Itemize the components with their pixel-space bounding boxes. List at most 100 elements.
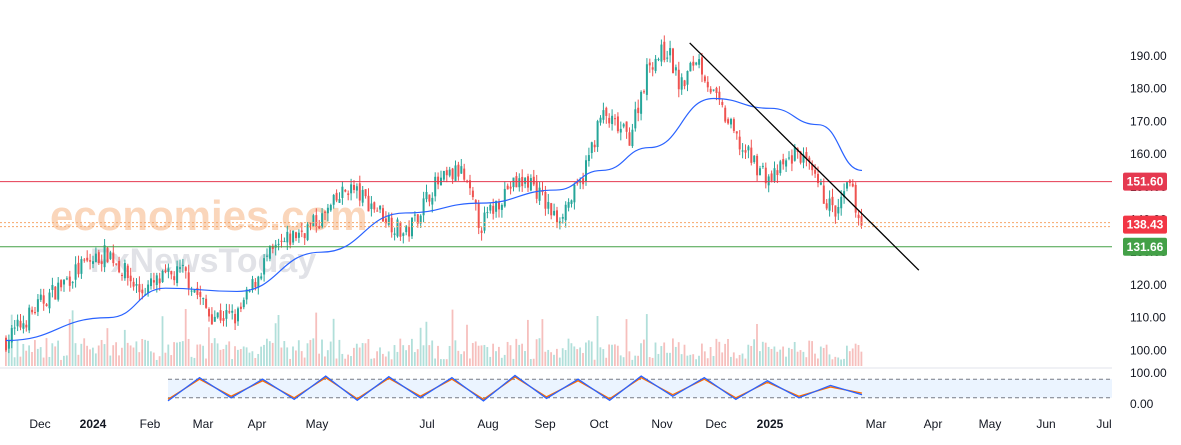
candle-body [170,271,173,275]
stoch-k-line [167,374,863,402]
candle-body [271,245,274,249]
volume-bar [31,351,33,366]
volume-bar [393,345,396,366]
candle-body [831,196,834,206]
x-tick-label: Jun [1036,417,1055,431]
candle-body [25,324,28,328]
volume-bar [309,339,312,366]
volume-bar [312,338,315,366]
volume-bar [63,355,65,366]
candle-body [596,121,599,148]
x-tick-label: May [979,417,1002,431]
candle-body [495,200,498,212]
candle-body [306,224,309,240]
candle-body [622,124,625,127]
trendline [689,42,920,271]
candle-body [231,310,234,313]
volume-bar [251,351,254,366]
candle-body [408,226,411,237]
volume-bar [161,316,164,366]
volume-bar [759,351,761,366]
candle-body [593,144,596,148]
volume-bar [274,323,277,366]
volume-bar [744,358,747,366]
volume-bar [416,349,419,366]
volume-bar [271,342,274,366]
candle-body [532,176,535,185]
candle-body [303,233,306,239]
volume-bar [205,358,207,366]
volume-bar [796,351,799,366]
candle-body [324,211,326,213]
candle-body [123,262,126,279]
candle-body [402,233,405,236]
candle-body [344,189,347,192]
volume-bar [672,338,674,366]
volume-bar [126,342,129,366]
volume-bar [92,347,94,366]
candle-body [834,205,837,217]
candle-body [486,212,489,214]
candle-body [553,210,556,216]
volume-bar [718,341,721,366]
candle-body [788,157,790,159]
volume-bar [318,353,320,366]
candle-body [268,246,271,259]
x-tick-label: Nov [651,417,672,431]
volume-bar [187,338,190,366]
volume-bar [587,340,590,366]
candle-body [457,164,460,177]
candle-body [628,132,631,146]
volume-bar [605,357,608,366]
volume-bar [532,358,535,366]
volume-bar [54,346,57,366]
volume-bar [666,352,668,366]
candle-body [341,186,344,198]
osc-tick-label: 100.00 [1130,366,1167,380]
volume-bar [703,351,706,366]
candle-body [286,231,289,243]
x-tick-label: 2025 [757,417,784,431]
volume-bar [170,355,173,366]
candle-body [619,128,622,133]
candle-body [225,310,228,319]
candle-body [370,203,373,209]
candle-body [544,192,547,209]
candle-body [590,142,593,153]
volume-bar [814,353,816,366]
y-tick-label: 190.00 [1130,49,1167,63]
volume-bar [645,314,648,366]
candle-body [184,267,187,271]
candle-body [155,275,158,286]
volume-bar [210,343,213,366]
x-tick-label: Jul [419,417,434,431]
candle-body [529,178,532,191]
volume-bar [413,352,416,366]
candle-body [454,165,457,181]
volume-bar [851,348,854,366]
candle-body [727,119,730,124]
candle-body [570,200,573,204]
volume-bar [292,346,294,366]
volume-bar [190,356,193,366]
volume-bar [152,352,155,366]
candle-body [605,107,608,116]
volume-bar [332,318,335,366]
volume-bar [303,357,306,366]
candle-body [382,208,384,222]
support-price-label: 131.66 [1127,240,1164,254]
candle-body [686,70,689,85]
candle-body [825,203,828,209]
volume-bar [289,358,291,366]
y-tick-label: 110.00 [1130,311,1166,325]
volume-bar [547,349,550,366]
candle-body [118,260,121,273]
volume-bar [521,343,523,366]
candle-body [451,168,454,180]
candle-body [799,151,802,163]
volume-bar [825,344,828,366]
volume-bar [335,358,338,366]
volume-bar [167,344,170,366]
volume-bar [315,312,318,366]
